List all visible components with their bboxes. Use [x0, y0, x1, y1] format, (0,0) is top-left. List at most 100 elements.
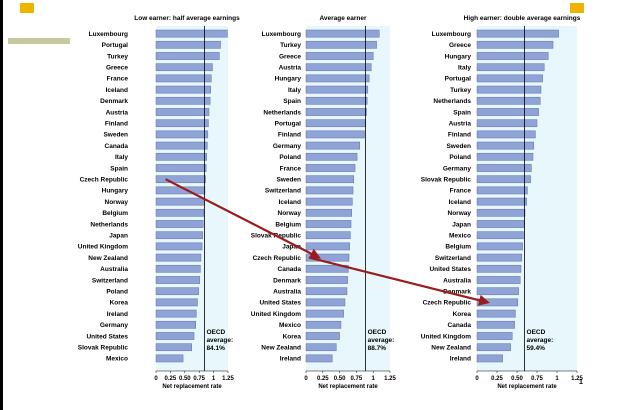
- bar: [476, 309, 516, 318]
- bar: [155, 119, 209, 128]
- bar: [155, 231, 203, 240]
- bar: [476, 63, 545, 72]
- bar: [476, 152, 534, 161]
- bar: [305, 332, 340, 340]
- category-label: Norway: [448, 210, 472, 217]
- category-label: Canada: [105, 143, 129, 150]
- category-label: Spain: [453, 109, 471, 116]
- category-label: Switzerland: [265, 188, 301, 195]
- bar: [476, 164, 532, 172]
- category-label: United States: [259, 300, 301, 307]
- bar: [305, 231, 351, 240]
- category-label: United Kingdom: [251, 311, 301, 318]
- bar: [155, 74, 212, 83]
- bar: [476, 119, 538, 128]
- bar: [476, 276, 521, 284]
- oecd-average-annotation: OECD: [206, 329, 225, 336]
- category-label: Poland: [449, 154, 471, 161]
- x-axis-label: Net replacement rate: [318, 384, 378, 390]
- bar: [155, 197, 205, 206]
- bar: [476, 197, 527, 206]
- bar: [476, 253, 523, 262]
- category-label: Sweden: [276, 177, 301, 184]
- category-label: Slovak Republic: [421, 177, 472, 184]
- category-label: Iceland: [279, 199, 301, 206]
- bar: [476, 85, 542, 94]
- bar: [476, 175, 531, 184]
- bar: [476, 40, 554, 49]
- category-label: Australia: [100, 266, 128, 273]
- category-label: Korea: [283, 333, 302, 340]
- category-label: Luxembourg: [89, 31, 128, 38]
- bar: [305, 74, 370, 83]
- bar: [155, 96, 211, 105]
- category-label: Japan: [452, 221, 471, 228]
- bar: [155, 220, 204, 228]
- gold-accent-right: [570, 3, 584, 13]
- category-label: Hungary: [445, 53, 472, 60]
- category-label: Korea: [110, 300, 129, 307]
- category-label: Mexico: [279, 322, 301, 329]
- x-tick-label: 1: [555, 376, 559, 382]
- x-tick-label: 1.25: [222, 376, 234, 382]
- oecd-average-annotation: 59.4%: [527, 345, 546, 352]
- category-label: Denmark: [100, 98, 128, 105]
- category-label: France: [450, 188, 472, 195]
- bar: [305, 320, 342, 329]
- bar: [155, 40, 221, 49]
- category-label: Germany: [273, 143, 302, 150]
- slide-left-border: [0, 0, 3, 410]
- category-label: Netherlands: [263, 109, 301, 116]
- x-tick-label: 1: [372, 376, 376, 382]
- bar: [155, 264, 201, 273]
- bar: [305, 141, 361, 150]
- category-label: Czech Republic: [423, 300, 472, 307]
- x-axis-label: Net replacement rate: [497, 384, 557, 390]
- bar: [476, 208, 526, 217]
- bar: [305, 186, 354, 195]
- bar: [155, 175, 206, 184]
- gold-accent-left: [20, 3, 34, 13]
- category-label: Belgium: [275, 221, 301, 228]
- category-label: Austria: [106, 109, 129, 116]
- bar: [476, 287, 519, 296]
- bar: [305, 96, 368, 105]
- category-label: Czech Republic: [80, 177, 129, 184]
- category-label: United States: [429, 266, 471, 273]
- bar: [155, 343, 192, 352]
- bar: [476, 130, 536, 139]
- category-label: Turkey: [107, 53, 128, 60]
- bar: [155, 52, 220, 60]
- highlight-arrow: [165, 178, 321, 259]
- category-label: Poland: [279, 154, 301, 161]
- category-label: Mexico: [449, 233, 471, 240]
- bar: [476, 96, 541, 105]
- x-tick-label: 0.50: [334, 376, 346, 382]
- category-label: Netherlands: [433, 98, 471, 105]
- category-label: Spain: [283, 98, 301, 105]
- category-label: Belgium: [102, 210, 128, 217]
- bar: [305, 130, 365, 139]
- oecd-average-annotation: OECD: [368, 329, 387, 336]
- category-label: Finland: [105, 121, 128, 128]
- bar: [305, 52, 374, 60]
- category-label: Spain: [110, 165, 128, 172]
- oecd-average-annotation: average:: [206, 337, 233, 344]
- bar: [155, 63, 213, 72]
- category-label: Ireland: [280, 356, 301, 363]
- category-label: France: [107, 76, 129, 83]
- category-label: Germany: [100, 322, 129, 329]
- oecd-average-annotation: average:: [527, 337, 554, 344]
- bar: [476, 186, 528, 195]
- bar: [305, 276, 348, 284]
- bar: [305, 298, 346, 307]
- bar: [305, 164, 356, 172]
- bar: [476, 108, 539, 116]
- category-label: Italy: [288, 87, 301, 94]
- category-label: Australia: [443, 277, 471, 284]
- x-tick-label: 1.25: [571, 376, 583, 382]
- bar: [476, 343, 511, 352]
- category-label: Japan: [282, 244, 301, 251]
- bar: [305, 175, 354, 184]
